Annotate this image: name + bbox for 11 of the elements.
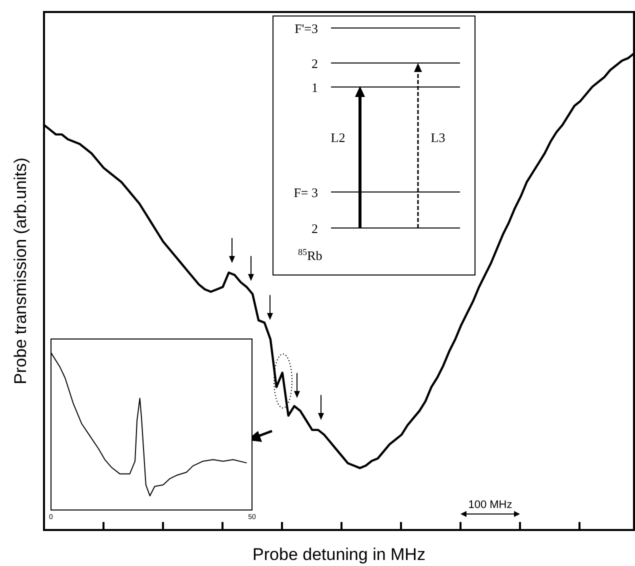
- annotation: 100 MHz: [468, 499, 512, 511]
- annotation: L3: [430, 130, 446, 145]
- annotation: 2: [312, 56, 318, 71]
- annotation: F= 3: [294, 185, 318, 200]
- x-axis-title: Probe detuning in MHz: [252, 545, 426, 564]
- annotation: $^{85}$Rb: [298, 247, 322, 263]
- annotation: L2: [330, 130, 346, 145]
- annotation: 1: [312, 80, 318, 95]
- y-axis-title: Probe transmission (arb.units): [11, 158, 30, 384]
- text: F'=3: [294, 21, 318, 36]
- annotation: 2: [312, 221, 318, 236]
